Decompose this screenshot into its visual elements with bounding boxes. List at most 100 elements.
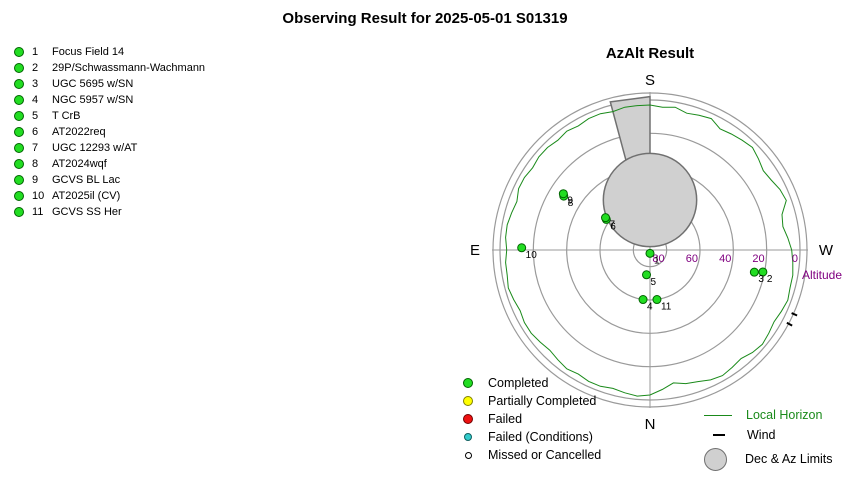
altitude-tick-label: 40 xyxy=(719,253,731,265)
horizon-line-icon xyxy=(704,414,732,416)
completed-marker-icon xyxy=(14,63,24,73)
overlay-legend: Local Horizon Wind Dec & Az Limits xyxy=(704,405,833,473)
observation-point-label: 9 xyxy=(567,196,573,207)
target-number: 3 xyxy=(32,78,39,90)
legend-failed-conditions: Failed (Conditions) xyxy=(458,428,601,446)
legend-completed: Completed xyxy=(458,374,601,392)
target-item: 11 GCVS SS Her xyxy=(14,204,205,220)
direction-left: E xyxy=(470,242,480,259)
completed-marker-icon xyxy=(463,378,473,388)
completed-marker-icon xyxy=(14,175,24,185)
chart-title: AzAlt Result xyxy=(605,45,695,62)
target-name: GCVS SS Her xyxy=(52,206,122,218)
target-number: 10 xyxy=(32,190,45,202)
observation-point xyxy=(645,248,655,258)
observation-point xyxy=(749,267,759,277)
completed-marker-icon xyxy=(14,47,24,57)
target-item: 5 T CrB xyxy=(14,108,205,124)
wind-mark-icon xyxy=(713,434,725,436)
missed-marker-icon xyxy=(464,451,472,459)
target-item: 6 AT2022req xyxy=(14,124,205,140)
target-number: 9 xyxy=(32,174,39,186)
observation-point xyxy=(758,267,768,277)
legend-wind: Wind xyxy=(704,425,833,445)
target-item: 7 UGC 12293 w/AT xyxy=(14,140,205,156)
observation-point-label: 5 xyxy=(651,277,657,288)
target-number: 7 xyxy=(32,142,39,154)
local-horizon-line xyxy=(505,104,794,397)
completed-marker-icon xyxy=(14,79,24,89)
target-item: 3 UGC 5695 w/SN xyxy=(14,76,205,92)
observation-point-label: 4 xyxy=(647,302,653,313)
observation-point-label: 8 xyxy=(568,198,574,209)
observation-point-label: 2 xyxy=(767,274,773,285)
target-item: 4 NGC 5957 w/SN xyxy=(14,92,205,108)
target-number: 1 xyxy=(32,46,39,58)
page-title: Observing Result for 2025-05-01 S01319 xyxy=(282,10,568,27)
target-item: 9 GCVS BL Lac xyxy=(14,172,205,188)
wind-mark xyxy=(791,312,798,317)
legend-missed: Missed or Cancelled xyxy=(458,446,601,464)
legend-local-horizon: Local Horizon xyxy=(704,405,833,425)
altitude-tick-label: 60 xyxy=(686,253,698,265)
direction-top: S xyxy=(645,72,655,89)
target-name: AT2022req xyxy=(52,126,106,138)
observation-point xyxy=(601,213,611,223)
legend-partial: Partially Completed xyxy=(458,392,601,410)
target-number: 5 xyxy=(32,110,39,122)
target-item: 10 AT2025il (CV) xyxy=(14,188,205,204)
completed-marker-icon xyxy=(14,191,24,201)
target-item: 8 AT2024wqf xyxy=(14,156,205,172)
observation-point-label: 7 xyxy=(610,220,616,231)
target-name: GCVS BL Lac xyxy=(52,174,121,186)
observation-point-label: 11 xyxy=(661,302,672,313)
observation-point-label: 3 xyxy=(758,274,764,285)
target-name: UGC 12293 w/AT xyxy=(52,142,138,154)
target-name: 29P/Schwassmann-Wachmann xyxy=(52,62,206,74)
target-name: UGC 5695 w/SN xyxy=(52,78,134,90)
observation-point xyxy=(558,189,568,199)
failed-marker-icon xyxy=(463,414,473,424)
direction-bottom: N xyxy=(645,416,656,433)
observation-point-label: 10 xyxy=(526,250,538,261)
direction-right: W xyxy=(819,242,834,259)
limits-circle-icon xyxy=(704,447,727,471)
target-number: 4 xyxy=(32,94,39,106)
altitude-tick-label: 80 xyxy=(652,253,664,265)
observation-point xyxy=(638,295,648,305)
observation-point-label: 6 xyxy=(610,221,616,232)
completed-marker-icon xyxy=(14,143,24,153)
target-name: NGC 5957 w/SN xyxy=(52,94,134,106)
legend-failed: Failed xyxy=(458,410,601,428)
observation-point xyxy=(652,295,662,305)
target-name: Focus Field 14 xyxy=(52,46,125,58)
target-number: 11 xyxy=(32,206,44,218)
altitude-tick-label: 20 xyxy=(752,253,764,265)
status-legend: Completed Partially Completed Failed Fai… xyxy=(458,374,601,464)
completed-marker-icon xyxy=(14,127,24,137)
completed-marker-icon xyxy=(14,207,24,217)
target-number: 8 xyxy=(32,158,39,170)
target-name: AT2024wqf xyxy=(52,158,107,170)
target-number: 6 xyxy=(32,126,39,138)
observation-point xyxy=(517,243,527,253)
target-name: T CrB xyxy=(52,110,81,122)
legend-limits: Dec & Az Limits xyxy=(704,445,833,473)
altitude-axis-label: Altitude xyxy=(802,268,842,282)
observation-point xyxy=(642,270,652,280)
target-item: 2 29P/Schwassmann-Wachmann xyxy=(14,60,205,76)
partial-marker-icon xyxy=(463,396,473,406)
completed-marker-icon xyxy=(14,159,24,169)
target-name: AT2025il (CV) xyxy=(52,190,121,202)
dec-limit-circle xyxy=(602,152,698,248)
target-item: 1 Focus Field 14 xyxy=(14,44,205,60)
target-number: 2 xyxy=(32,62,39,74)
completed-marker-icon xyxy=(14,111,24,121)
altitude-tick-label: 0 xyxy=(792,253,798,265)
failed-conditions-marker-icon xyxy=(464,433,472,441)
completed-marker-icon xyxy=(14,95,24,105)
target-list: 1 Focus Field 14 2 29P/Schwassmann-Wachmann… xyxy=(14,44,205,220)
observation-point-label: 1 xyxy=(654,255,660,266)
wind-mark xyxy=(786,321,793,327)
